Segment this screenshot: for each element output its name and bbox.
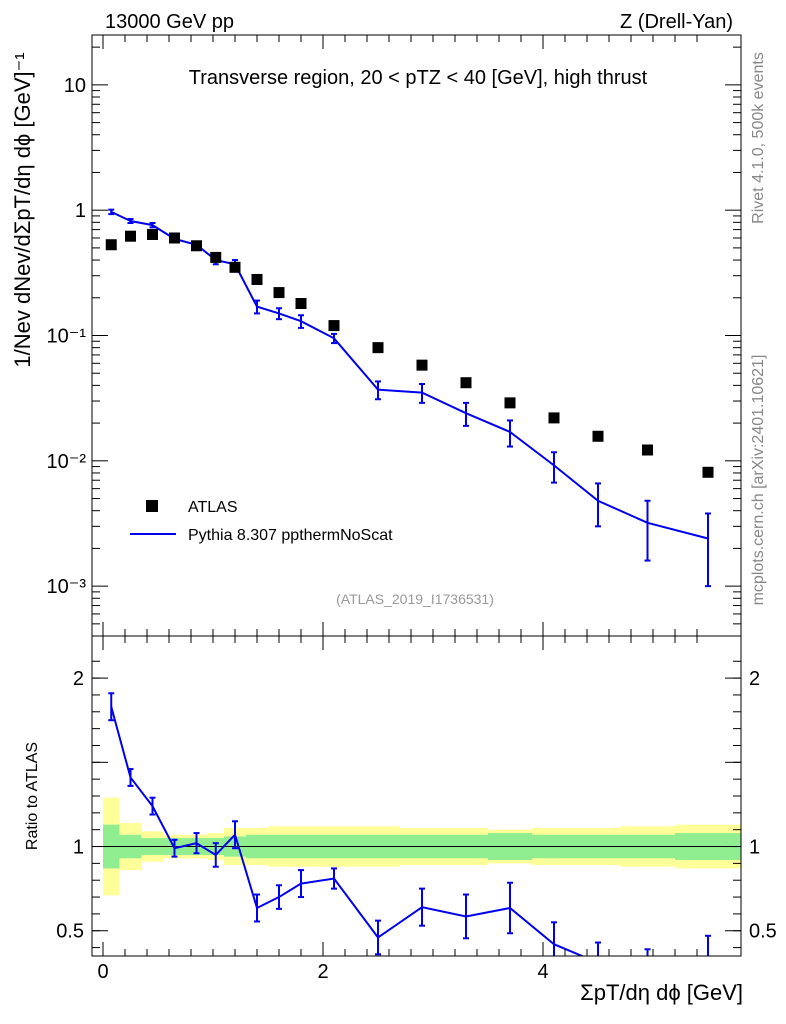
main-y-label: 1/Nev dNev/dΣpT/dη dϕ [GeV]⁻¹	[10, 52, 35, 367]
ratio-y-axis-title: Ratio to ATLAS	[24, 742, 41, 850]
ratio-y-tick-label-left: 1	[73, 837, 84, 859]
atlas-data-point	[504, 397, 516, 409]
main-y-tick-label: 10⁻³	[47, 576, 87, 598]
atlas-data-point	[295, 298, 307, 310]
header-energy: 13000 GeV pp	[105, 11, 234, 33]
x-tick-label: 4	[537, 961, 548, 983]
legend-pythia-label: Pythia 8.307 ppthermNoScat	[188, 527, 393, 544]
main-plot-title: Transverse region, 20 < pTZ < 40 [GeV], …	[189, 67, 648, 89]
atlas-data-point	[210, 251, 222, 263]
atlas-data-point	[328, 320, 340, 332]
analysis-tag: (ATLAS_2019_I1736531)	[336, 591, 494, 607]
rivet-label: Rivet 4.1.0, 500k events	[750, 52, 767, 224]
mc-series-ratio	[108, 692, 711, 956]
ratio-y-ticks: 2 2 1 1 0.5 0.5	[56, 660, 777, 949]
atlas-data-point	[191, 240, 202, 252]
atlas-data-point	[147, 228, 158, 240]
ratio-y-tick-label-right: 0.5	[749, 921, 777, 943]
header-process: Z (Drell-Yan)	[620, 11, 733, 33]
atlas-data-point	[416, 359, 428, 371]
x-tick-label: 0	[97, 961, 108, 983]
atlas-data-point	[548, 412, 560, 424]
atlas-data-point	[125, 230, 136, 242]
ratio-x-ticks: 0 2 4	[97, 636, 698, 983]
ratio-frame	[91, 635, 742, 957]
atlas-data-point	[372, 342, 384, 354]
atlas-data-point	[702, 466, 714, 478]
main-y-ticks: 10 1 10⁻¹ 10⁻² 10⁻³	[47, 46, 741, 625]
ratio-y-label: Ratio to ATLAS	[24, 742, 41, 850]
main-frame	[91, 34, 742, 637]
x-tick-label: 2	[317, 961, 328, 983]
ratio-y-tick-label-right: 2	[749, 668, 760, 690]
atlas-data-point	[592, 430, 604, 442]
atlas-data-point	[460, 377, 472, 389]
atlas-data-point	[251, 273, 263, 285]
atlas-data-point	[273, 287, 285, 299]
data-series-main	[105, 228, 714, 478]
mc-line	[110, 210, 709, 540]
main-y-tick-label: 10⁻²	[47, 451, 87, 473]
main-y-tick-label: 10⁻¹	[47, 326, 87, 348]
atlas-data-point	[105, 239, 117, 251]
main-panel: 10 1 10⁻¹ 10⁻² 10⁻³ 1/Nev dNev/dΣpT/dη dϕ [G…	[10, 34, 742, 637]
main-y-axis-title: 1/Nev dNev/dΣpT/dη dϕ [GeV]⁻¹	[10, 52, 35, 367]
ratio-panel: 2 2 1 1 0.5 0.5 0 2 4 Ratio to ATLAS	[24, 635, 777, 983]
legend-atlas-marker	[146, 500, 158, 512]
main-x-ticks	[102, 35, 698, 636]
main-y-tick-label: 10	[64, 75, 86, 97]
x-axis-label: ΣpT/dη dϕ [GeV]	[580, 980, 743, 1005]
atlas-data-point	[169, 232, 180, 244]
legend-atlas-label: ATLAS	[188, 499, 238, 516]
mcplots-label: mcplots.cern.ch [arXiv:2401.10621]	[750, 355, 767, 606]
ratio-y-tick-label-right: 1	[749, 837, 760, 859]
atlas-data-point	[642, 444, 653, 456]
main-y-tick-label: 1	[75, 200, 86, 222]
ratio-y-tick-label-left: 2	[73, 668, 84, 690]
ratio-y-tick-label-left: 0.5	[56, 921, 84, 943]
atlas-data-point	[229, 261, 241, 273]
legend: ATLAS Pythia 8.307 ppthermNoScat	[130, 499, 393, 544]
